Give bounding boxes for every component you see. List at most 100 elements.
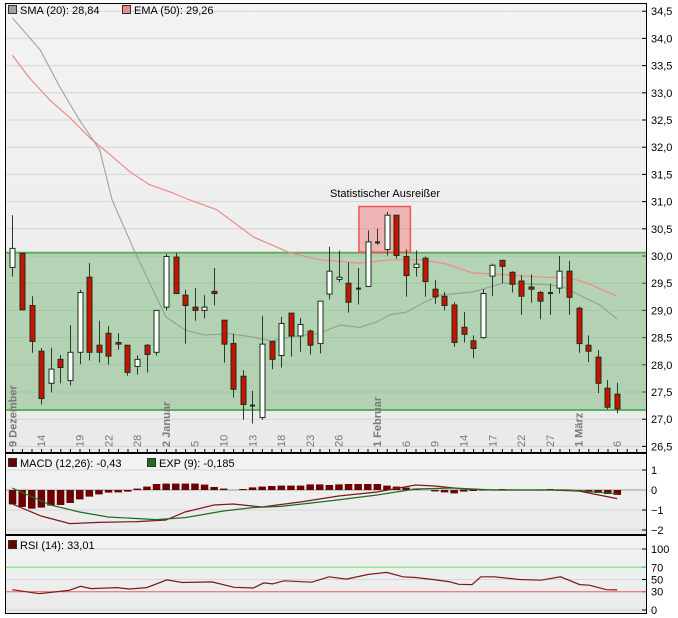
price-axis-tick-label: 27,0: [651, 414, 672, 426]
macd-histogram-bar: [460, 490, 468, 492]
x-axis-date-label: 10: [219, 435, 231, 447]
price-axis-tick-label: 26,5: [651, 441, 672, 453]
macd-histogram-bar: [258, 486, 266, 490]
outlier-label: Statistischer Ausreißer: [330, 188, 440, 200]
macd-histogram-bar: [95, 490, 103, 495]
candle: [230, 333, 237, 398]
rsi-axis-tick-label: 30: [651, 587, 663, 599]
price-axis-tick-label: 31,5: [651, 169, 672, 181]
price-axis-tick-label: 32,5: [651, 115, 672, 127]
candle: [432, 279, 439, 304]
candle-body-down: [105, 332, 112, 357]
x-axis-date-label: 6: [401, 441, 413, 447]
candle: [489, 263, 496, 297]
candle: [173, 252, 180, 295]
candle-body-down: [461, 326, 468, 335]
candle: [576, 306, 583, 353]
candle: [9, 215, 16, 277]
candle-body-up: [48, 368, 55, 384]
candle-body-down: [221, 319, 228, 345]
candle: [221, 319, 228, 363]
price-axis-tick-label: 28,5: [651, 333, 672, 345]
candle: [326, 246, 333, 300]
candle: [317, 300, 324, 354]
candle: [441, 291, 448, 311]
candle: [19, 252, 26, 311]
macd-histogram-bar: [325, 485, 334, 490]
exp-legend-swatch: [147, 458, 156, 467]
macd-histogram-bar: [248, 487, 257, 490]
macd-histogram-bar: [133, 488, 142, 490]
candle-body-down: [393, 214, 400, 256]
candle-body-down: [19, 252, 26, 311]
candle-body-down: [173, 256, 180, 295]
candle: [153, 309, 160, 356]
candle-body-down: [345, 282, 352, 303]
x-axis-date-label: 26: [334, 435, 346, 447]
candle: [604, 380, 611, 410]
candle-body-up: [413, 263, 420, 268]
macd-histogram-bar: [76, 490, 84, 500]
candle-body-up: [365, 241, 372, 287]
candle-body-down: [29, 305, 36, 342]
candle: [451, 302, 458, 347]
macd-histogram-bar: [37, 490, 46, 508]
rsi-axis-tick-label: 70: [651, 562, 663, 574]
candle-body-doji: [250, 404, 255, 407]
sma-legend-swatch: [8, 5, 17, 14]
macd-histogram-bar: [172, 483, 180, 490]
x-axis-date-label: 1 März: [574, 412, 586, 447]
candle-body-up: [556, 270, 563, 289]
price-legend: SMA (20): 28,84 EMA (50): 29,26: [8, 5, 214, 17]
candle: [345, 262, 352, 313]
macd-histogram-bar: [469, 490, 478, 491]
candle-body-down: [86, 276, 93, 353]
candle: [192, 288, 199, 321]
candle: [182, 289, 189, 344]
candle: [566, 260, 573, 315]
macd-histogram-bar: [200, 484, 209, 490]
candle: [144, 344, 151, 373]
x-axis-date-label: 5: [190, 441, 202, 447]
candle: [115, 333, 122, 350]
candle: [29, 296, 36, 353]
macd-histogram-bar: [220, 488, 228, 490]
macd-histogram-bar: [479, 490, 487, 491]
candle: [528, 274, 535, 303]
macd-histogram-bar: [28, 490, 36, 509]
macd-axis-tick-label: −2: [651, 525, 664, 537]
price-axis-tick-label: 28,0: [651, 360, 672, 372]
candle-body-down: [528, 286, 535, 290]
candle-body-up: [67, 351, 74, 382]
candle-body-up: [336, 276, 343, 280]
candle-body-up: [153, 309, 160, 353]
candle-body-down: [192, 306, 199, 311]
macd-legend: MACD (12,26): -0,43 EXP (9): -0,185: [8, 458, 235, 470]
macd-histogram-bar: [239, 489, 247, 490]
price-axis-tick-label: 33,5: [651, 61, 672, 73]
candle: [134, 355, 141, 375]
exp-legend-label: EXP (9): -0,185: [159, 458, 235, 470]
macd-histogram-bar: [450, 490, 458, 494]
candle-body-down: [124, 344, 131, 373]
candle: [163, 253, 170, 311]
candle-body-down: [57, 358, 64, 369]
macd-histogram-bar: [296, 485, 305, 490]
x-axis-date-label: 14: [36, 435, 48, 447]
candle: [211, 267, 218, 306]
x-axis-date-label: 27: [545, 435, 557, 447]
candle-body-up: [489, 264, 496, 277]
candle-body-down: [451, 304, 458, 343]
macd-histogram-bar: [344, 484, 353, 490]
x-axis-date-label: 19: [75, 435, 87, 447]
candle: [499, 259, 506, 284]
candle: [38, 347, 45, 405]
macd-histogram-bar: [431, 490, 439, 492]
candle: [595, 350, 602, 394]
candle-body-up: [326, 270, 333, 295]
x-axis-date-label: 1 Februar: [372, 396, 384, 447]
rsi-line: [12, 571, 618, 595]
ema-legend-label: EMA (50): 29,26: [134, 5, 214, 17]
price-axis-tick-label: 29,0: [651, 305, 672, 317]
